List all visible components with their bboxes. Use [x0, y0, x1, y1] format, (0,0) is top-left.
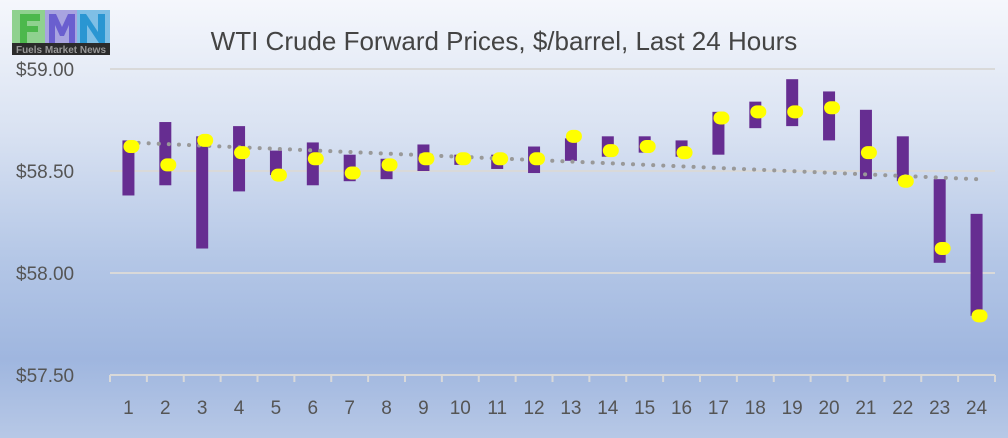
x-tick-label: 5 — [271, 398, 282, 419]
x-tick-label: 21 — [855, 398, 876, 419]
last-price-marker — [971, 309, 988, 323]
last-price-marker — [787, 105, 804, 119]
last-price-marker — [160, 158, 177, 172]
last-price-marker — [418, 152, 435, 166]
last-price-marker — [897, 174, 914, 188]
range-bar — [786, 79, 799, 127]
range-bar — [859, 109, 872, 180]
x-tick-label: 6 — [308, 398, 319, 419]
last-price-marker — [713, 111, 730, 125]
x-tick-label: 19 — [782, 398, 803, 419]
range-bar — [823, 91, 836, 141]
last-price-marker — [455, 152, 472, 166]
y-tick-label: $59.00 — [16, 60, 74, 81]
last-price-marker — [270, 168, 287, 182]
x-tick-label: 14 — [597, 398, 619, 419]
x-tick-label: 24 — [966, 398, 988, 419]
x-tick-label: 17 — [708, 398, 729, 419]
fmn-logo: Fuels Market News — [12, 10, 110, 55]
svg-text:Fuels Market News: Fuels Market News — [16, 45, 106, 55]
last-price-marker — [529, 152, 546, 166]
y-tick-label: $58.50 — [16, 162, 74, 183]
range-bar — [896, 136, 909, 182]
last-price-marker — [381, 158, 398, 172]
x-tick-label: 3 — [197, 398, 208, 419]
x-tick-label: 22 — [892, 398, 913, 419]
last-price-marker — [750, 105, 767, 119]
x-tick-label: 2 — [160, 398, 171, 419]
range-bar — [196, 136, 209, 249]
last-price-marker — [344, 166, 361, 180]
x-tick-label: 1 — [123, 398, 134, 419]
x-tick-label: 7 — [344, 398, 355, 419]
last-price-marker — [824, 101, 841, 115]
last-price-marker — [602, 144, 619, 158]
last-price-marker — [234, 146, 251, 160]
x-tick-label: 16 — [671, 398, 692, 419]
x-tick-label: 10 — [450, 398, 471, 419]
last-price-marker — [492, 152, 509, 166]
x-tick-label: 13 — [560, 398, 581, 419]
range-bar — [933, 179, 946, 263]
last-price-marker — [676, 146, 693, 160]
last-price-marker — [307, 152, 324, 166]
range-bar — [122, 140, 135, 196]
range-bar — [970, 213, 983, 316]
y-tick-label: $57.50 — [16, 366, 74, 387]
x-tick-label: 12 — [523, 398, 544, 419]
x-tick-label: 9 — [418, 398, 429, 419]
last-price-marker — [860, 146, 877, 160]
last-price-marker — [934, 242, 951, 256]
last-price-marker — [565, 129, 582, 143]
x-tick-label: 11 — [487, 398, 507, 419]
x-tick-label: 23 — [929, 398, 950, 419]
x-tick-label: 4 — [234, 398, 245, 419]
x-tick-label: 20 — [818, 398, 839, 419]
x-tick-label: 18 — [745, 398, 766, 419]
y-tick-label: $58.00 — [16, 264, 74, 285]
last-price-marker — [197, 133, 214, 147]
last-price-marker — [639, 140, 656, 154]
x-tick-label: 15 — [634, 398, 655, 419]
range-bar — [564, 138, 577, 161]
chart-title: WTI Crude Forward Prices, $/barrel, Last… — [210, 26, 798, 56]
range-bar — [159, 122, 172, 186]
trendline — [126, 140, 979, 182]
x-tick-label: 8 — [381, 398, 392, 419]
last-price-marker — [123, 140, 140, 154]
